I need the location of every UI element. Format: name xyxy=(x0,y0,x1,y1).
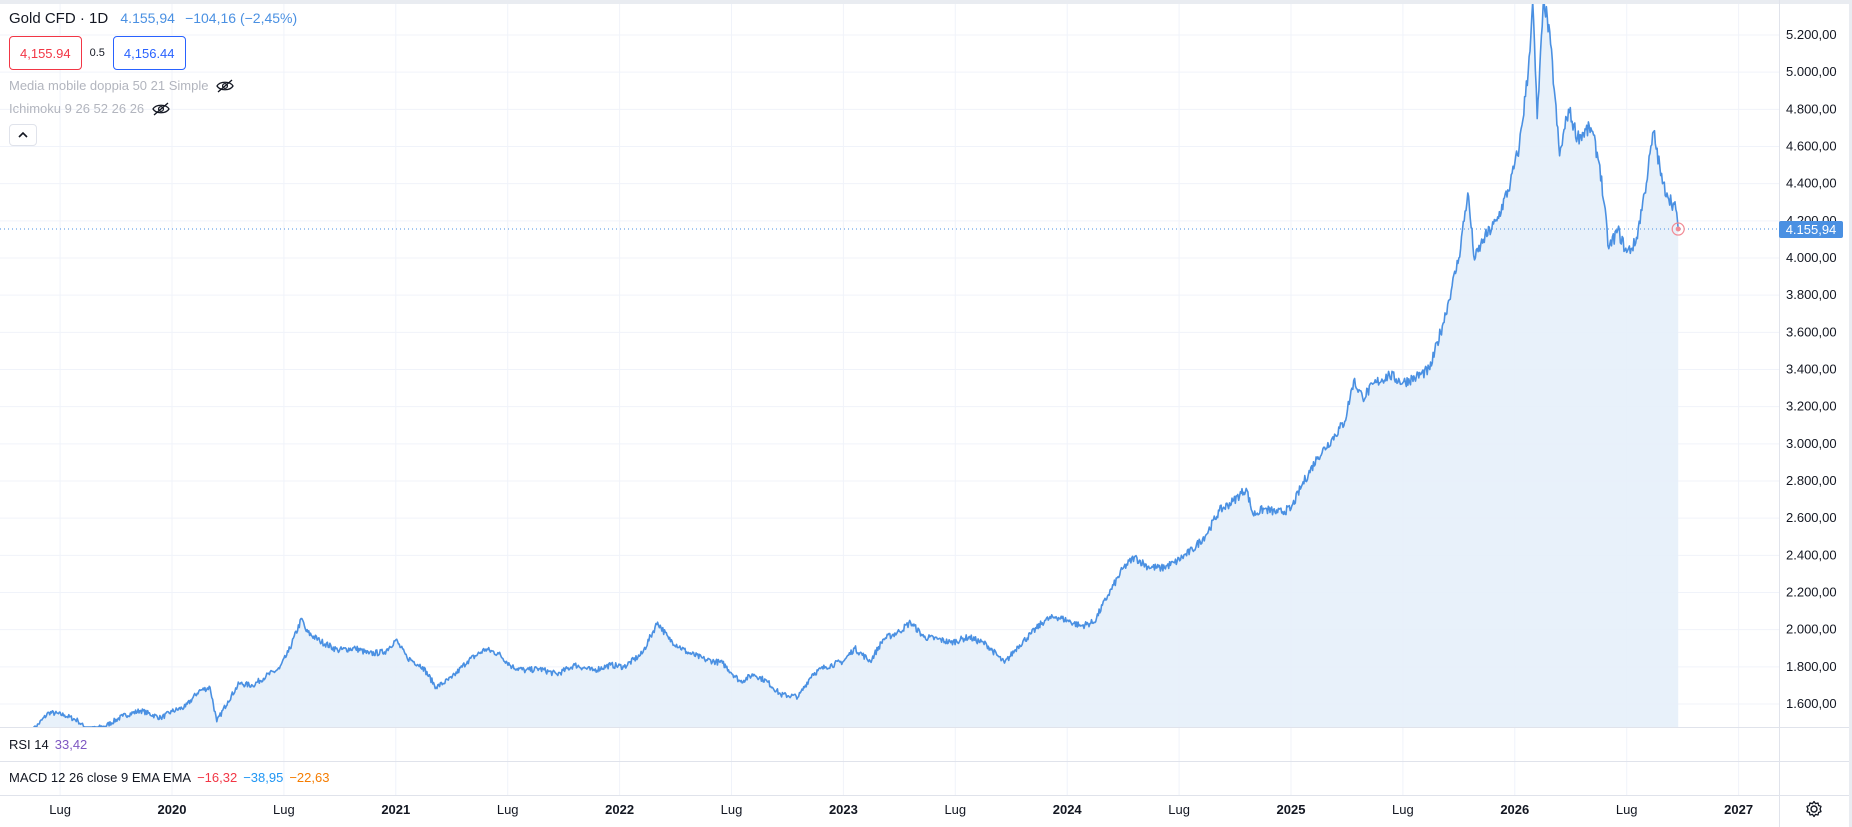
last-price: 4.155,94 xyxy=(120,10,175,26)
x-tick-label: 2025 xyxy=(1277,802,1306,817)
x-tick-label: Lug xyxy=(1168,802,1190,817)
sell-button[interactable]: 4,155.94 xyxy=(9,36,82,70)
y-tick-label: 2.600,00 xyxy=(1786,510,1837,525)
indicator-double-ma[interactable]: Media mobile doppia 50 21 Simple xyxy=(9,78,235,93)
y-tick-label: 5.000,00 xyxy=(1786,64,1837,79)
x-tick-label: 2021 xyxy=(381,802,410,817)
collapse-legend-button[interactable] xyxy=(9,124,37,146)
eye-off-icon[interactable] xyxy=(216,79,235,93)
y-tick-label: 3.600,00 xyxy=(1786,324,1837,339)
y-tick-label: 2.000,00 xyxy=(1786,622,1837,637)
price-change: −104,16 (−2,45%) xyxy=(185,10,298,26)
rsi-legend[interactable]: RSI 14 33,42 xyxy=(9,737,87,752)
y-tick-label: 4.800,00 xyxy=(1786,101,1837,116)
y-tick-label: 4.600,00 xyxy=(1786,139,1837,154)
x-tick-label: 2022 xyxy=(605,802,634,817)
indicator-label: Media mobile doppia 50 21 Simple xyxy=(9,78,209,93)
rsi-value: 33,42 xyxy=(54,737,88,752)
x-tick-label: Lug xyxy=(721,802,743,817)
rsi-label: RSI 14 xyxy=(9,737,49,752)
interval-label[interactable]: 1D xyxy=(89,10,109,27)
x-tick-label: 2020 xyxy=(158,802,187,817)
price-line xyxy=(0,0,1779,727)
y-tick-label: 2.400,00 xyxy=(1786,547,1837,562)
symbol-name[interactable]: Gold CFD xyxy=(9,10,76,27)
indicator-label: Ichimoku 9 26 52 26 26 xyxy=(9,101,145,116)
top-border xyxy=(0,0,1852,4)
trade-buttons: 4,155.94 0.5 4,156.44 xyxy=(9,36,186,70)
price-series-line[interactable] xyxy=(33,0,1679,727)
macd-signal-value: −38,95 xyxy=(243,770,284,785)
y-tick-label: 4.000,00 xyxy=(1786,250,1837,265)
y-tick-label: 2.200,00 xyxy=(1786,585,1837,600)
price-area-fill xyxy=(33,0,1679,727)
price-area xyxy=(33,0,1679,727)
x-tick-label: 2026 xyxy=(1500,802,1529,817)
macd-histogram-value: −22,63 xyxy=(289,770,330,785)
y-tick-label: 1.800,00 xyxy=(1786,659,1837,674)
x-tick-label: Lug xyxy=(49,802,71,817)
x-tick-label: 2027 xyxy=(1724,802,1753,817)
last-price-tag: 4.155,94 xyxy=(1779,221,1843,238)
y-tick-label: 3.800,00 xyxy=(1786,287,1837,302)
y-tick-label: 3.000,00 xyxy=(1786,436,1837,451)
spread-value: 0.5 xyxy=(89,47,105,59)
macd-label: MACD 12 26 close 9 EMA EMA xyxy=(9,770,192,785)
y-tick-label: 4.400,00 xyxy=(1786,176,1837,191)
x-tick-label: Lug xyxy=(497,802,519,817)
last-price-marker-dot xyxy=(1675,226,1681,232)
settings-icon[interactable] xyxy=(1804,799,1824,819)
y-tick-label: 3.200,00 xyxy=(1786,399,1837,414)
eye-off-icon[interactable] xyxy=(152,102,170,116)
x-tick-label: 2024 xyxy=(1053,802,1083,817)
x-tick-label: Lug xyxy=(1616,802,1638,817)
x-tick-label: Lug xyxy=(1392,802,1414,817)
symbol-legend: Gold CFD · 1D 4.155,94 −104,16 (−2,45%) xyxy=(9,10,297,27)
y-tick-label: 5.200,00 xyxy=(1786,27,1837,42)
last-price-marker-ring xyxy=(1671,222,1685,236)
macd-legend[interactable]: MACD 12 26 close 9 EMA EMA −16,32 −38,95 −2… xyxy=(9,770,329,785)
x-tick-label: 2023 xyxy=(829,802,858,817)
buy-button[interactable]: 4,156.44 xyxy=(112,36,186,70)
y-tick-label: 3.400,00 xyxy=(1786,362,1837,377)
y-tick-label: 2.800,00 xyxy=(1786,473,1837,488)
x-tick-label: Lug xyxy=(273,802,295,817)
y-tick-label: 1.600,00 xyxy=(1786,696,1837,711)
indicator-ichimoku[interactable]: Ichimoku 9 26 52 26 26 xyxy=(9,101,170,116)
symbol-separator: · xyxy=(79,10,85,27)
chevron-up-icon xyxy=(18,131,28,138)
macd-value: −16,32 xyxy=(197,770,238,785)
right-edge xyxy=(1849,0,1852,827)
x-tick-label: Lug xyxy=(944,802,966,817)
